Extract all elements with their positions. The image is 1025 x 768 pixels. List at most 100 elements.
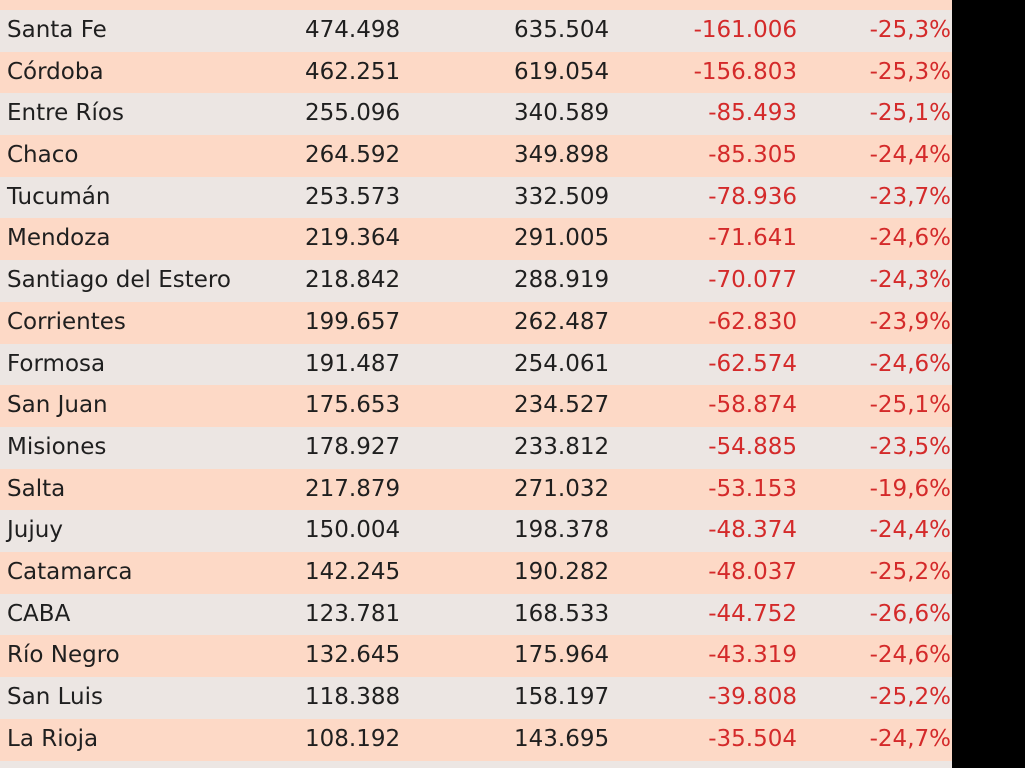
value-col-2: 349.898 xyxy=(514,142,610,169)
percent-change: -25,1% xyxy=(869,392,951,419)
province-name: Misiones xyxy=(7,433,107,460)
percent-change: -25,3% xyxy=(869,17,951,43)
percent-change: -24,7% xyxy=(869,725,951,752)
value-col-1: 199.657 xyxy=(305,308,401,335)
difference-value: -156.803 xyxy=(693,58,797,85)
province-name: Corrientes xyxy=(7,308,126,335)
value-col-1: 255.096 xyxy=(305,100,401,127)
table-row: Mendoza 219.364 291.005 -71.641 -24,6% xyxy=(0,218,952,261)
value-col-2: 291.005 xyxy=(514,225,610,252)
value-col-2: 340.589 xyxy=(514,100,610,127)
percent-change: -26,6% xyxy=(869,600,951,627)
difference-value: -62.574 xyxy=(708,350,797,377)
province-name: Santa Fe xyxy=(7,17,107,43)
difference-value: -48.037 xyxy=(708,558,797,585)
difference-value: -39.808 xyxy=(708,684,797,710)
percent-change: -24,6% xyxy=(869,642,951,669)
right-black-margin xyxy=(952,0,1025,768)
difference-value: -58.874 xyxy=(708,392,797,419)
difference-value: -85.493 xyxy=(708,100,797,127)
table-row: CABA 123.781 168.533 -44.752 -26,6% xyxy=(0,593,952,636)
province-name: Río Negro xyxy=(7,642,120,669)
province-name: Salta xyxy=(7,475,66,502)
value-col-2: 332.509 xyxy=(514,183,610,210)
province-name: San Juan xyxy=(7,392,108,419)
table-row: San Luis 118.388 158.197 -39.808 -25,2% xyxy=(0,677,952,719)
value-col-1: 123.781 xyxy=(305,600,401,627)
percent-change: -25,1% xyxy=(869,100,951,127)
difference-value: -35.504 xyxy=(708,725,797,752)
value-col-1: 175.653 xyxy=(305,392,401,419)
percent-change: -25,2% xyxy=(869,558,951,585)
value-col-2: 254.061 xyxy=(514,350,610,377)
difference-value: -70.077 xyxy=(708,267,797,294)
difference-value: -48.374 xyxy=(708,517,797,544)
value-col-1: 142.245 xyxy=(305,558,401,585)
province-name: Entre Ríos xyxy=(7,100,124,127)
value-col-2: 143.695 xyxy=(514,725,610,752)
difference-value: -54.885 xyxy=(708,433,797,460)
table-row: Río Negro 132.645 175.964 -43.319 -24,6% xyxy=(0,635,952,677)
province-name: Catamarca xyxy=(7,558,133,585)
percent-change: -24,3% xyxy=(869,267,951,294)
value-col-1: 178.927 xyxy=(305,433,401,460)
value-col-1: 191.487 xyxy=(305,350,401,377)
difference-value: -71.641 xyxy=(708,225,797,252)
value-col-2: 158.197 xyxy=(514,684,610,710)
table-row: La Rioja 108.192 143.695 -35.504 -24,7% xyxy=(0,718,952,761)
difference-value: -78.936 xyxy=(708,183,797,210)
value-col-1: 150.004 xyxy=(305,517,401,544)
value-col-2: 271.032 xyxy=(514,475,610,502)
table-row: Jujuy 150.004 198.378 -48.374 -24,4% xyxy=(0,510,952,552)
value-col-2: 234.527 xyxy=(514,392,610,419)
province-name: Córdoba xyxy=(7,58,104,85)
percent-change: -25,2% xyxy=(869,684,951,710)
difference-value: -85.305 xyxy=(708,142,797,169)
value-col-1: 264.592 xyxy=(305,142,401,169)
data-table: Santa Fe 474.498 635.504 -161.006 -25,3% Córd… xyxy=(0,0,952,768)
table-row: Formosa 191.487 254.061 -62.574 -24,6% xyxy=(0,343,952,386)
table-body: Santa Fe 474.498 635.504 -161.006 -25,3% Córd… xyxy=(0,10,952,761)
value-col-2: 175.964 xyxy=(514,642,610,669)
value-col-1: 118.388 xyxy=(305,684,401,710)
value-col-1: 253.573 xyxy=(305,183,401,210)
table-row: Salta 217.879 271.032 -53.153 -19,6% xyxy=(0,468,952,511)
percent-change: -23,7% xyxy=(869,183,951,210)
table-top-edge xyxy=(0,0,952,10)
table-row: Santa Fe 474.498 635.504 -161.006 -25,3% xyxy=(0,10,952,52)
value-col-1: 219.364 xyxy=(305,225,401,252)
percent-change: -24,4% xyxy=(869,517,951,544)
value-col-2: 198.378 xyxy=(514,517,610,544)
difference-value: -44.752 xyxy=(708,600,797,627)
value-col-2: 168.533 xyxy=(514,600,610,627)
difference-value: -53.153 xyxy=(708,475,797,502)
difference-value: -62.830 xyxy=(708,308,797,335)
province-name: CABA xyxy=(7,600,71,627)
province-name: La Rioja xyxy=(7,725,99,752)
value-col-2: 262.487 xyxy=(514,308,610,335)
table-row: San Juan 175.653 234.527 -58.874 -25,1% xyxy=(0,385,952,427)
table-row: Chaco 264.592 349.898 -85.305 -24,4% xyxy=(0,135,952,177)
percent-change: -19,6% xyxy=(869,475,951,502)
table-row: Córdoba 462.251 619.054 -156.803 -25,3% xyxy=(0,51,952,94)
percent-change: -25,3% xyxy=(869,58,951,85)
province-name: Formosa xyxy=(7,350,106,377)
province-name: Tucumán xyxy=(7,183,111,210)
value-col-2: 635.504 xyxy=(514,17,610,43)
value-col-1: 218.842 xyxy=(305,267,401,294)
value-col-1: 462.251 xyxy=(305,58,401,85)
value-col-1: 108.192 xyxy=(305,725,401,752)
difference-value: -43.319 xyxy=(708,642,797,669)
table-row: Corrientes 199.657 262.487 -62.830 -23,9% xyxy=(0,301,952,344)
table-row: Entre Ríos 255.096 340.589 -85.493 -25,1% xyxy=(0,93,952,136)
province-name: Santiago del Estero xyxy=(7,267,231,294)
table-row: Tucumán 253.573 332.509 -78.936 -23,7% xyxy=(0,176,952,219)
table-row: Santiago del Estero 218.842 288.919 -70.077… xyxy=(0,260,952,302)
value-col-1: 132.645 xyxy=(305,642,401,669)
difference-value: -161.006 xyxy=(693,17,797,43)
value-col-2: 233.812 xyxy=(514,433,610,460)
percent-change: -24,6% xyxy=(869,350,951,377)
percent-change: -24,4% xyxy=(869,142,951,169)
province-name: Chaco xyxy=(7,142,79,169)
percent-change: -23,5% xyxy=(869,433,951,460)
